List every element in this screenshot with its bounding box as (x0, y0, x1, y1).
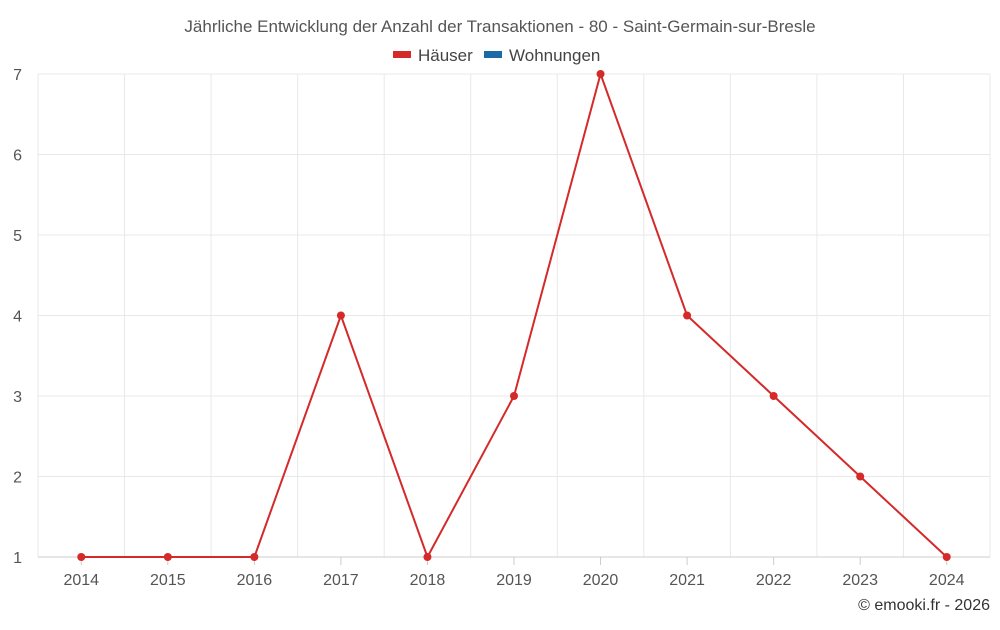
data-point[interactable] (250, 553, 259, 561)
chart-title: Jährliche Entwicklung der Anzahl der Tra… (184, 17, 815, 36)
data-point[interactable] (423, 553, 432, 561)
y-tick-label: 2 (13, 470, 22, 487)
x-tick-label: 2017 (323, 572, 359, 589)
x-tick-label: 2020 (583, 572, 619, 589)
data-point[interactable] (336, 311, 345, 320)
y-tick-label: 6 (13, 148, 22, 165)
axes: 1 2 3 4 5 6 7 2014 2015 2016 2017 2018 2019 2020 2021 2… (13, 67, 990, 589)
data-point[interactable] (856, 472, 865, 481)
x-tick-label: 2016 (237, 572, 273, 589)
legend-label-wohnungen: Wohnungen (509, 46, 600, 65)
x-tick-label: 2024 (929, 572, 965, 589)
x-tick-label: 2019 (496, 572, 532, 589)
legend-item-haeuser[interactable]: Häuser (393, 46, 473, 65)
legend-label-haeuser: Häuser (418, 46, 473, 65)
data-point[interactable] (942, 553, 951, 561)
credit-text: © emooki.fr - 2026 (858, 597, 990, 614)
data-point[interactable] (163, 553, 172, 561)
x-tick-label: 2022 (756, 572, 792, 589)
legend-item-wohnungen[interactable]: Wohnungen (484, 46, 600, 65)
x-tick-label: 2018 (410, 572, 446, 589)
y-tick-label: 7 (13, 67, 22, 84)
data-point[interactable] (77, 553, 86, 561)
data-point[interactable] (683, 311, 692, 320)
x-tick-label: 2015 (150, 572, 186, 589)
legend-swatch-wohnungen (484, 51, 502, 58)
y-tick-label: 5 (13, 228, 22, 245)
x-tick-label: 2021 (669, 572, 705, 589)
series-layer (77, 70, 951, 561)
y-tick-label: 3 (13, 389, 22, 406)
data-point[interactable] (596, 70, 605, 78)
x-tick-label: 2014 (63, 572, 99, 589)
grid (37, 73, 991, 557)
y-tick-label: 4 (13, 309, 22, 326)
y-tick-label: 1 (13, 550, 22, 567)
data-point[interactable] (510, 392, 518, 400)
legend-swatch-haeuser (393, 51, 411, 58)
data-point[interactable] (769, 392, 778, 400)
legend: Häuser Wohnungen (393, 46, 600, 65)
x-tick-label: 2023 (842, 572, 878, 589)
